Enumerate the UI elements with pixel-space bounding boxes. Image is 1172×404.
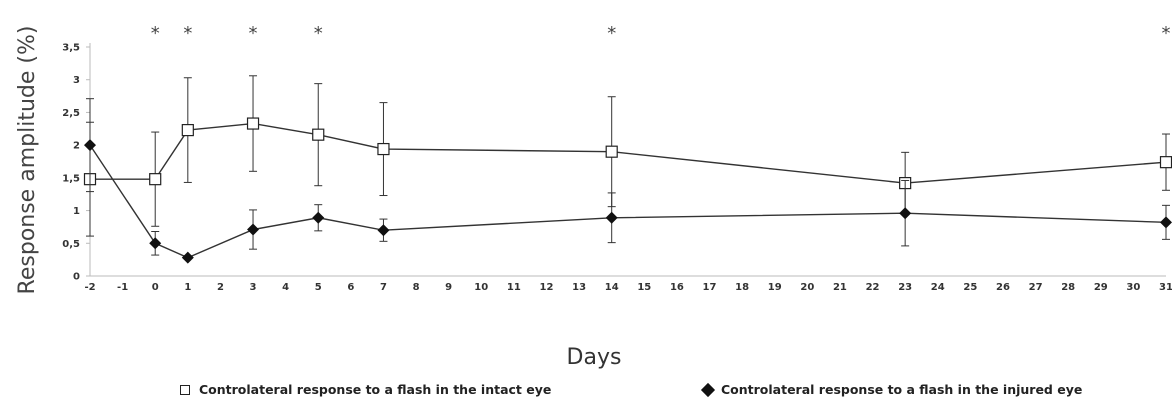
x-tick-label: 15 <box>637 282 651 293</box>
x-tick-label: 3 <box>250 282 257 293</box>
series-intact <box>83 75 1172 237</box>
legend-item-intact: Controlateral response to a flash in the… <box>180 382 551 397</box>
x-tick-label: 24 <box>931 282 945 293</box>
y-tick-label: 0,5 <box>62 239 80 250</box>
data-point-diamond <box>899 207 912 220</box>
data-point-diamond <box>312 211 325 224</box>
data-point-square <box>246 117 260 130</box>
significance-star: * <box>314 23 323 44</box>
significance-star: * <box>249 23 258 44</box>
x-tick-label: 14 <box>605 282 619 293</box>
series-line <box>90 122 1167 184</box>
y-tick-label: 1 <box>73 206 80 217</box>
x-tick-label: 13 <box>572 282 586 293</box>
data-point-diamond <box>605 211 618 224</box>
significance-star: * <box>183 23 192 44</box>
series-layer <box>83 75 1172 264</box>
y-tick-label: 0 <box>73 272 80 283</box>
x-tick-label: 30 <box>1126 282 1140 293</box>
data-point-diamond <box>181 251 194 264</box>
data-point-square <box>1159 156 1172 169</box>
x-ticks: -2 -1 0 1 2 3 4 5 6 7 8 9 10 11 12 13 14 15 16 17 18 19 20 21 22… <box>84 282 1172 293</box>
x-tick-label: 6 <box>347 282 354 293</box>
x-tick-label: 31 <box>1159 282 1172 293</box>
series-line <box>89 144 1167 259</box>
x-tick-label: 12 <box>540 282 554 293</box>
x-tick-label: 21 <box>833 282 847 293</box>
y-ticks: 0 0,5 1 1,5 2 2,5 3 3,5 <box>62 43 90 283</box>
x-tick-label: 19 <box>768 282 782 293</box>
x-tick-label: 20 <box>800 282 814 293</box>
y-tick-label: 3 <box>73 75 80 86</box>
x-tick-label: 10 <box>474 282 488 293</box>
data-point-diamond <box>377 224 390 237</box>
x-tick-label: 26 <box>996 282 1010 293</box>
x-axis-label: Days <box>567 345 622 370</box>
x-tick-label: 9 <box>445 282 452 293</box>
x-tick-label: 8 <box>413 282 420 293</box>
significance-star: * <box>607 23 616 44</box>
legend-item-injured: Controlateral response to a flash in the… <box>700 382 1083 397</box>
y-axis-label: Response amplitude (%) <box>15 26 40 295</box>
y-tick-label: 2,5 <box>62 108 80 119</box>
legend-label-injured: Controlateral response to a flash in the… <box>721 382 1083 397</box>
data-point-square <box>312 128 325 141</box>
data-point-diamond <box>84 139 96 152</box>
y-tick-label: 1,5 <box>62 173 80 184</box>
y-tick-label: 2 <box>73 141 80 152</box>
series-injured <box>84 98 1172 264</box>
x-tick-label: 28 <box>1061 282 1075 293</box>
x-tick-label: 22 <box>866 282 880 293</box>
x-tick-label: 4 <box>282 282 289 293</box>
x-tick-label: 7 <box>380 282 387 293</box>
data-point-square <box>377 142 390 156</box>
open-square-icon <box>180 384 190 395</box>
x-tick-label: 5 <box>315 282 322 293</box>
x-tick-label: 0 <box>152 282 159 293</box>
data-point-square <box>605 145 618 158</box>
x-tick-label: 2 <box>217 282 224 293</box>
x-tick-label: 23 <box>898 282 912 293</box>
y-tick-label: 3,5 <box>62 43 80 54</box>
data-point-diamond <box>149 237 162 250</box>
x-tick-label: 27 <box>1029 282 1043 293</box>
x-tick-label: 25 <box>963 282 977 293</box>
x-tick-label: -2 <box>84 282 95 293</box>
data-point-diamond <box>1160 216 1172 229</box>
x-tick-label: 29 <box>1094 282 1108 293</box>
significance-star: * <box>1162 23 1171 44</box>
x-tick-label: -1 <box>117 282 128 293</box>
x-tick-label: 17 <box>703 282 717 293</box>
significance-markers: * * * * * * <box>151 23 1171 44</box>
filled-diamond-icon <box>700 382 716 397</box>
data-point-diamond <box>247 223 260 236</box>
x-tick-label: 1 <box>184 282 191 293</box>
significance-star: * <box>151 23 160 44</box>
x-tick-label: 11 <box>507 282 521 293</box>
axes <box>89 43 1166 277</box>
data-point-square <box>181 123 194 137</box>
x-tick-label: 16 <box>670 282 684 293</box>
data-point-square <box>149 173 162 186</box>
x-tick-label: 18 <box>735 282 749 293</box>
legend-label-intact: Controlateral response to a flash in the… <box>199 382 552 397</box>
